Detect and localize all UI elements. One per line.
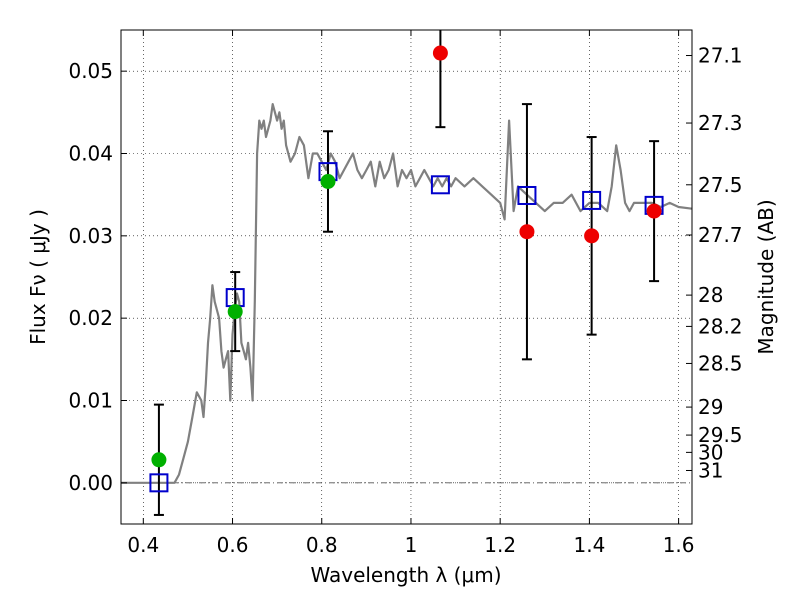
grid xyxy=(121,30,692,524)
x-tick-label: 0.6 xyxy=(217,533,249,557)
right-tick-label: 27.1 xyxy=(698,44,743,68)
right-tick-label: 27.3 xyxy=(698,111,743,135)
right-tick-label: 27.5 xyxy=(698,173,743,197)
axes: 0.4 0.6 0.8 1 1.2 1.4 1.6 0.00 0.01 0.02 0.03 0.04 0… xyxy=(68,30,743,557)
right-tick-label: 29.5 xyxy=(698,423,743,447)
x-axis-title: Wavelength λ (μm) xyxy=(310,563,501,587)
optical-data-point xyxy=(320,173,336,189)
right-tick-label: 28 xyxy=(698,283,723,307)
y-tick-label: 0.04 xyxy=(68,142,113,166)
plot-frame xyxy=(120,29,693,525)
model-photometry-square xyxy=(517,185,537,205)
right-tick-label: 31 xyxy=(698,458,723,482)
model-photometry-square xyxy=(582,190,602,210)
x-tick-label: 1.6 xyxy=(663,533,695,557)
x-tick-label: 1.4 xyxy=(573,533,605,557)
x-tick-label: 0.4 xyxy=(127,533,159,557)
x-tick-label: 0.8 xyxy=(306,533,338,557)
model-sed-line xyxy=(121,102,692,484)
model-photometry-square xyxy=(149,473,169,493)
y-tick-label: 0.02 xyxy=(68,306,113,330)
model-sed-series xyxy=(121,102,692,484)
x-tick-label: 1 xyxy=(405,533,418,557)
right-tick-label: 28.2 xyxy=(698,314,743,338)
right-tick-label: 28.5 xyxy=(698,351,743,375)
y-tick-label: 0.01 xyxy=(68,389,113,413)
optical-data-point xyxy=(151,452,167,468)
nir-data-point xyxy=(519,224,535,240)
model-photometry-square xyxy=(430,175,450,195)
right-axis-title: Magnitude (AB) xyxy=(754,199,778,354)
right-tick-label: 27.7 xyxy=(698,223,743,247)
nir-data-point xyxy=(584,228,600,244)
right-tick-label: 29 xyxy=(698,395,723,419)
y-tick-label: 0.03 xyxy=(68,224,113,248)
y-axis-title: Flux Fν ( μJy ) xyxy=(26,209,50,345)
optical-data-point xyxy=(227,304,243,320)
photometry-series xyxy=(149,30,664,516)
y-tick-label: 0.05 xyxy=(68,59,113,83)
y-tick-label: 0.00 xyxy=(68,471,113,495)
x-tick-label: 1.2 xyxy=(484,533,516,557)
nir-data-point xyxy=(432,45,448,61)
nir-data-point xyxy=(646,203,662,219)
right-tick-label: 30 xyxy=(698,440,723,464)
